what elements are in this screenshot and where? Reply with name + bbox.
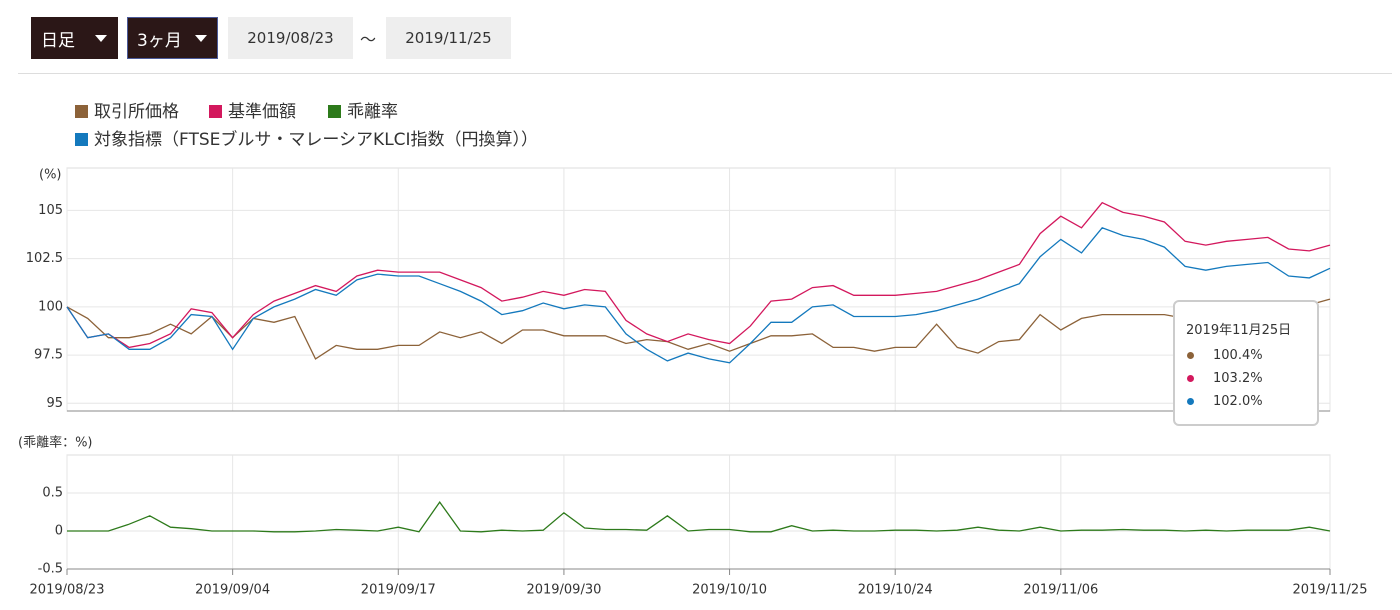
y-tick-label: 105 (38, 203, 63, 218)
interval-dropdown[interactable]: 日足 (31, 17, 118, 59)
legend-swatch (209, 105, 222, 118)
y-tick-label: -0.5 (38, 562, 63, 577)
legend-swatch (75, 133, 88, 146)
x-tick-label: 2019/10/10 (692, 583, 767, 598)
y-tick-label: 100 (38, 299, 63, 314)
x-tick-label: 2019/10/24 (858, 583, 933, 598)
tooltip-dot (1187, 352, 1194, 359)
legend-label: 対象指標（FTSEブルサ・マレーシアKLCI指数（円換算）） (94, 129, 538, 150)
x-tick-label: 2019/11/06 (1023, 583, 1098, 598)
tooltip-row: 102.0% (1187, 394, 1263, 409)
x-tick-label: 2019/09/30 (526, 583, 601, 598)
series-line (67, 500, 1331, 533)
y-tick-label: 0 (55, 524, 63, 539)
y-tick-label: 0.5 (42, 486, 63, 501)
y-tick-label: 97.5 (34, 348, 63, 363)
period-dropdown[interactable]: 3ヶ月 (127, 17, 218, 59)
plot-area (66, 454, 1331, 570)
tooltip-value: 102.0% (1213, 394, 1263, 409)
legend-label: 乖離率 (347, 102, 398, 122)
tooltip: 2019年11月25日 100.4% 103.2% 102.0% (1173, 300, 1319, 426)
y-tick-label: 95 (46, 396, 63, 411)
tooltip-dot (1187, 375, 1194, 382)
y-tick-label: 102.5 (26, 251, 63, 266)
legend-label: 基準価額 (228, 102, 296, 122)
series-line (66, 298, 1331, 360)
legend-swatch (75, 105, 88, 118)
end-date[interactable]: 2019/11/25 (386, 17, 511, 59)
date-separator: ～ (360, 30, 377, 49)
x-tick-label: 2019/08/23 (30, 583, 105, 598)
x-tick-label: 2019/11/25 (1293, 583, 1368, 598)
plot-area (66, 167, 1331, 412)
x-tick-label: 2019/09/17 (361, 583, 436, 598)
series-line (66, 227, 1331, 364)
legend-swatch (328, 105, 341, 118)
legend-label: 取引所価格 (94, 102, 179, 122)
tooltip-dot (1187, 398, 1194, 405)
y-axis-label: (%) (39, 168, 62, 183)
tooltip-row: 103.2% (1187, 371, 1263, 386)
divider (18, 73, 1392, 74)
tooltip-value: 103.2% (1213, 371, 1263, 386)
series-line (66, 201, 1331, 349)
x-tick-label: 2019/09/04 (195, 583, 270, 598)
tooltip-value: 100.4% (1213, 348, 1263, 363)
tooltip-row: 100.4% (1187, 348, 1263, 363)
tooltip-title: 2019年11月25日 (1186, 323, 1292, 338)
y-axis-label: (乖離率：%) (18, 435, 93, 451)
start-date[interactable]: 2019/08/23 (228, 17, 353, 59)
